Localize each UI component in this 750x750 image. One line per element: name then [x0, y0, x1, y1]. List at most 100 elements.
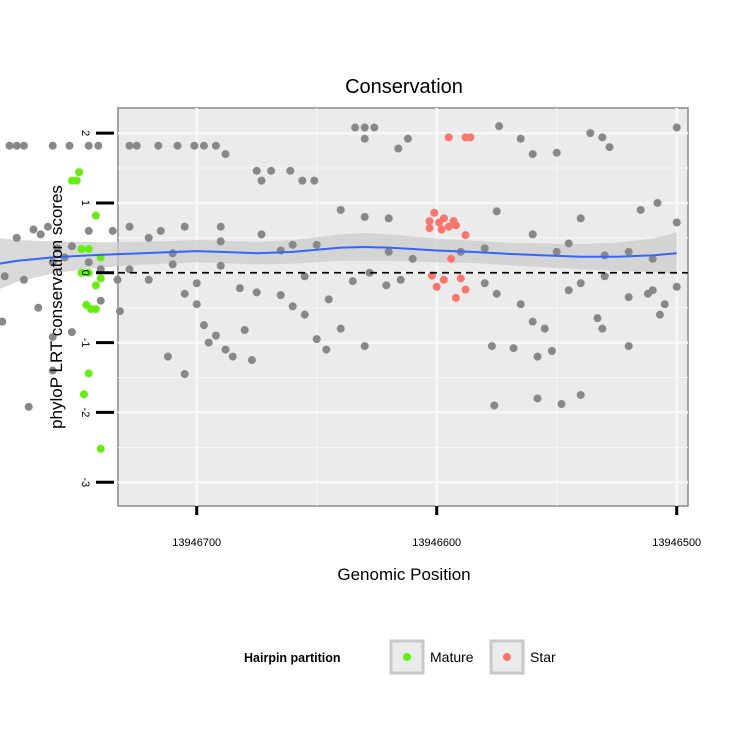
other-point [192, 300, 201, 309]
other-point [125, 265, 134, 274]
other-point [336, 324, 345, 333]
star-point [447, 254, 456, 263]
star-point [430, 208, 439, 217]
x-tick-label: 13946600 [412, 537, 461, 549]
other-point [300, 272, 309, 281]
other-point [593, 314, 602, 323]
other-point [180, 370, 189, 379]
star-point [432, 282, 441, 291]
other-point [672, 218, 681, 227]
other-point [528, 230, 537, 239]
plot-background [117, 107, 689, 507]
legend: Hairpin partition Mature Star [244, 639, 556, 675]
other-point [576, 214, 585, 223]
other-point [267, 166, 276, 175]
other-point [286, 166, 295, 175]
y-tick-label: -1 [79, 338, 91, 348]
other-point [163, 352, 172, 361]
other-point [132, 141, 141, 150]
other-point [34, 303, 43, 312]
smooth-ribbon-layer [0, 232, 677, 289]
smooth-ribbon [0, 232, 677, 289]
other-point [653, 198, 662, 207]
other-point [324, 295, 333, 304]
other-point [586, 129, 595, 138]
other-point [216, 261, 225, 270]
other-point [96, 296, 105, 305]
other-point [144, 233, 153, 242]
other-point [204, 338, 213, 347]
mature-point [75, 168, 84, 177]
other-point [480, 279, 489, 288]
other-point [221, 345, 230, 354]
other-point [211, 331, 220, 340]
other-point [0, 272, 9, 281]
other-point [67, 328, 76, 337]
other-point [19, 275, 28, 284]
star-point [444, 133, 453, 142]
star-point [444, 222, 453, 231]
other-point [48, 333, 57, 342]
other-point [156, 226, 165, 235]
other-point [322, 345, 331, 354]
other-point [660, 300, 669, 309]
other-point [12, 141, 21, 150]
legend-title: Hairpin partition [244, 651, 341, 665]
other-point [557, 400, 566, 409]
mature-point [84, 369, 93, 378]
other-point [600, 272, 609, 281]
other-point [48, 141, 57, 150]
other-point [288, 240, 297, 249]
other-point [408, 254, 417, 263]
other-point [180, 289, 189, 298]
other-point [495, 122, 504, 131]
y-tick-label: 0 [79, 270, 91, 276]
other-point [53, 244, 62, 253]
other-point [360, 212, 369, 221]
other-point [528, 150, 537, 159]
other-point [643, 289, 652, 298]
other-point [552, 247, 561, 256]
other-point [624, 342, 633, 351]
legend-dot-star [503, 653, 511, 661]
other-point [396, 275, 405, 284]
other-point [288, 302, 297, 311]
other-point [509, 344, 518, 353]
star-point [451, 221, 460, 230]
other-point [370, 123, 379, 132]
y-tick-label: 2 [79, 130, 91, 136]
smooth-line-layer [0, 245, 677, 265]
other-point [43, 222, 52, 231]
other-point [94, 141, 103, 150]
other-point [144, 275, 153, 284]
other-point [12, 233, 21, 242]
other-point [636, 205, 645, 214]
other-point [180, 222, 189, 231]
other-point [576, 390, 585, 399]
other-point [655, 310, 664, 319]
other-point [516, 300, 525, 309]
other-point [360, 123, 369, 132]
other-point [29, 225, 38, 234]
other-point [173, 141, 182, 150]
other-point [310, 176, 319, 185]
other-point [487, 342, 496, 351]
other-point [168, 260, 177, 269]
star-point [456, 274, 465, 283]
other-point [257, 230, 266, 239]
star-point [425, 224, 434, 233]
other-point [216, 237, 225, 246]
other-point [84, 226, 93, 235]
other-point [240, 326, 249, 335]
other-point [199, 321, 208, 330]
other-point [36, 230, 45, 239]
mature-point [84, 268, 93, 277]
other-point [276, 291, 285, 300]
other-point [228, 352, 237, 361]
other-point [19, 141, 28, 150]
other-point [394, 144, 403, 153]
x-axis-title: Genomic Position [337, 565, 470, 584]
mature-point [91, 281, 100, 290]
star-point [437, 225, 446, 234]
other-point [516, 134, 525, 143]
